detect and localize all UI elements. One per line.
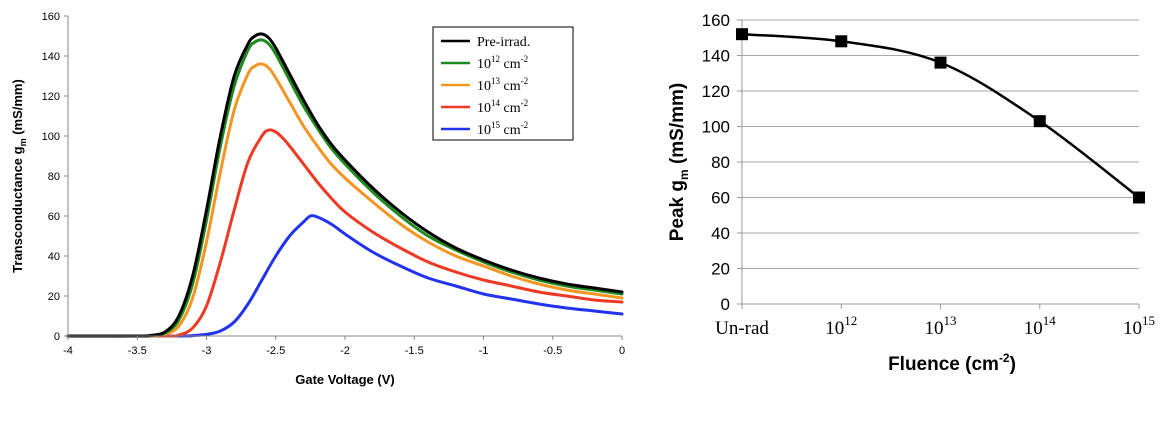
series-line-10-12-cm-2 xyxy=(66,38,624,338)
legend-label-exponent: 15 xyxy=(491,120,501,130)
legend-label-base: 10 xyxy=(477,101,491,116)
x-tick-label-exponent: 12 xyxy=(844,313,857,328)
peak-gm-y-label-main: Peak g xyxy=(667,180,688,241)
x-tick-label-3-5: -3.5 xyxy=(128,345,147,357)
x-tick-label-exponent: 15 xyxy=(1142,313,1155,328)
series-line-10-14-cm-2 xyxy=(66,128,624,338)
y-tick-label-160: 160 xyxy=(42,11,60,23)
legend-label-5: 1015 cm-2 xyxy=(477,120,528,138)
x-tick-label-5: 1015 xyxy=(1123,313,1155,339)
legend-label-exponent: 13 xyxy=(491,76,501,86)
y-tick-label-60: 60 xyxy=(48,211,60,223)
y-tick-label-120: 120 xyxy=(702,82,730,101)
legend-label-unit: cm xyxy=(500,101,521,116)
x-tick-label-4: 1014 xyxy=(1024,313,1057,339)
y-tick-label-20: 20 xyxy=(48,291,60,303)
legend-label-base: Pre-irrad. xyxy=(477,35,530,50)
x-tick-label-0-5: -0.5 xyxy=(543,345,562,357)
data-marker-4 xyxy=(1033,115,1046,128)
x-tick-label-0: 0 xyxy=(619,345,625,357)
legend-label-3: 1013 cm-2 xyxy=(477,76,528,94)
legend-label-2: 1012 cm-2 xyxy=(477,54,528,72)
y-tick-label-100: 100 xyxy=(42,131,60,143)
x-tick-label-1: Un-rad xyxy=(715,318,769,339)
legend-label-unit-exponent: -2 xyxy=(521,98,529,108)
transconductance-series-group xyxy=(66,32,624,338)
peak-gm-x-axis-label: Fluence (cm-2) xyxy=(888,351,1016,375)
legend-label-unit: cm xyxy=(500,79,521,94)
y-tick-label-40: 40 xyxy=(48,251,60,263)
peak-gm-y-axis-label: Peak gm (mS/mm) xyxy=(667,83,691,242)
y-tick-label-40: 40 xyxy=(711,224,730,243)
data-marker-5 xyxy=(1133,191,1145,204)
legend-label-exponent: 14 xyxy=(491,98,501,108)
legend-label-unit: cm xyxy=(500,57,521,72)
x-tick-label-base: 10 xyxy=(1024,318,1043,339)
x-tick-label-exponent: 14 xyxy=(1043,313,1057,328)
series-line-pre-irrad xyxy=(66,32,624,338)
peak-gm-gridlines xyxy=(742,19,1139,269)
data-marker-1 xyxy=(736,28,748,41)
peak-gm-series-group xyxy=(736,28,1145,204)
x-tick-label-base: 10 xyxy=(1123,318,1142,339)
peak-gm-y-ticks: 0 20 40 60 80 100 120 140 160 xyxy=(702,11,742,314)
y-tick-label-140: 140 xyxy=(702,47,730,66)
y-tick-label-0: 0 xyxy=(721,295,730,314)
x-tick-label-base: 10 xyxy=(925,318,944,339)
transconductance-y-axis-label: Transconductance gm (mS/mm) xyxy=(10,79,28,273)
peak-gm-x-label-main: Fluence (cm xyxy=(888,354,999,375)
transconductance-y-label-main: Transconductance g xyxy=(10,146,25,272)
y-tick-label-100: 100 xyxy=(702,118,730,137)
legend-box xyxy=(432,26,574,141)
legend-label-1: Pre-irrad. xyxy=(477,35,530,50)
data-marker-3 xyxy=(934,56,947,69)
transconductance-y-ticks: 0 20 40 60 80 100 120 140 160 xyxy=(42,11,68,343)
legend-label-base: 10 xyxy=(477,123,491,138)
y-tick-label-20: 20 xyxy=(711,260,730,279)
series-line-10-15-cm-2 xyxy=(66,214,624,338)
legend-label-unit-exponent: -2 xyxy=(521,54,529,64)
peak-gm-y-label-tail: (mS/mm) xyxy=(667,83,688,170)
x-tick-label-exponent: 13 xyxy=(944,313,957,328)
x-tick-label-2-5: -2.5 xyxy=(266,345,285,357)
peak-gm-x-label-tail: ) xyxy=(1010,354,1016,375)
legend-label-unit-exponent: -2 xyxy=(521,120,529,130)
series-line-10-13-cm-2 xyxy=(66,62,624,338)
y-tick-label-120: 120 xyxy=(42,91,60,103)
transconductance-x-ticks: -4 -3.5 -3 -2.5 -2 -1.5 -1 -0.5 0 xyxy=(63,336,625,357)
legend-label-unit: cm xyxy=(500,123,521,138)
legend-label-4: 1014 cm-2 xyxy=(477,98,528,116)
y-tick-label-160: 160 xyxy=(702,11,730,30)
legend-label-unit-exponent: -2 xyxy=(521,76,529,86)
x-tick-label-1-5: -1.5 xyxy=(405,345,424,357)
peak-gm-x-ticks: Un-rad 1012 1013 1014 1015 xyxy=(715,304,1155,339)
y-tick-label-140: 140 xyxy=(42,51,60,63)
x-tick-label-base: 10 xyxy=(825,318,844,339)
legend-label-exponent: 12 xyxy=(491,54,500,64)
x-tick-label-3: -3 xyxy=(202,345,212,357)
y-tick-label-60: 60 xyxy=(711,189,730,208)
x-tick-label-3: 1013 xyxy=(925,313,957,339)
x-tick-label-base: Un-rad xyxy=(715,318,769,339)
transconductance-y-label-sub: m xyxy=(18,138,28,146)
peak-gm-x-label-sup: -2 xyxy=(999,351,1010,365)
data-marker-2 xyxy=(835,35,848,48)
legend-label-base: 10 xyxy=(477,57,491,72)
x-tick-label-2: 1012 xyxy=(825,313,857,339)
peak-gm-y-label-sub: m xyxy=(677,169,691,180)
transconductance-y-label-tail: (mS/mm) xyxy=(10,79,25,138)
y-tick-label-80: 80 xyxy=(48,171,60,183)
legend-label-base: 10 xyxy=(477,79,491,94)
x-tick-label-1: -1 xyxy=(479,345,489,357)
y-tick-label-80: 80 xyxy=(711,153,730,172)
y-tick-label-0: 0 xyxy=(54,331,60,343)
x-tick-label-2: -2 xyxy=(340,345,350,357)
transconductance-x-axis-label: Gate Voltage (V) xyxy=(295,372,394,387)
x-tick-label-4: -4 xyxy=(63,345,73,357)
